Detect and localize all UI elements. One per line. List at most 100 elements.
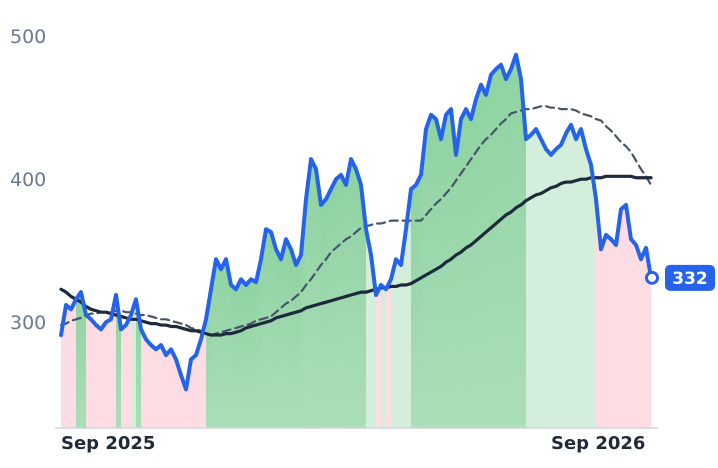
area-segment	[526, 134, 531, 428]
area-segment	[126, 315, 131, 428]
area-segment	[361, 184, 366, 428]
area-segment	[281, 239, 286, 428]
area-segment	[501, 64, 506, 428]
area-segment	[491, 69, 496, 428]
last-point	[645, 270, 659, 285]
area-segment	[646, 247, 651, 428]
area-segment	[451, 109, 456, 429]
series-line	[59, 52, 653, 392]
area-segment	[531, 129, 536, 428]
area-segment	[396, 259, 401, 428]
area-segment	[616, 209, 621, 428]
area-segment	[331, 179, 336, 428]
area-segment	[471, 99, 476, 428]
area-segment	[101, 322, 106, 428]
area-segment	[326, 189, 331, 428]
area-segment	[631, 239, 636, 428]
series-line	[59, 174, 653, 337]
area-segment	[296, 254, 301, 428]
area-segment	[546, 149, 551, 428]
area-segment	[601, 234, 606, 428]
area-segment	[636, 244, 641, 428]
area-segment	[251, 279, 256, 428]
area-segment	[321, 199, 326, 428]
y-tick-label: 500	[10, 26, 46, 48]
area-segment	[376, 285, 381, 428]
area-segment	[496, 64, 501, 428]
area-segment	[201, 319, 206, 428]
area-segment	[341, 174, 346, 428]
area-segment	[401, 229, 406, 428]
area-segment	[371, 254, 376, 428]
area-segment	[611, 239, 616, 428]
area-segment	[576, 129, 581, 428]
area-segment	[541, 139, 546, 428]
series-line	[59, 105, 653, 337]
area-segment	[151, 345, 156, 428]
area-segment	[221, 259, 226, 428]
area-segment	[286, 239, 291, 428]
area-segment	[216, 259, 221, 428]
area-segment	[141, 329, 146, 428]
area-segment	[446, 109, 451, 429]
y-tick-label: 400	[10, 169, 46, 191]
area-segment	[346, 159, 351, 428]
area-segment	[106, 319, 111, 428]
area-segment	[536, 129, 541, 428]
area-segment	[146, 339, 151, 428]
area-segment	[171, 349, 176, 428]
area-segment	[516, 54, 521, 429]
area-segment	[386, 279, 391, 428]
area-segment	[421, 129, 426, 428]
area-segment	[571, 124, 576, 428]
area-segment	[356, 169, 361, 429]
area-segment	[436, 119, 441, 429]
area-segment	[381, 285, 386, 428]
area-segment	[441, 114, 446, 428]
area-segment	[291, 249, 296, 428]
area-segment	[136, 299, 141, 428]
area-segment	[481, 84, 486, 429]
area-segment	[256, 259, 261, 428]
area-segment	[246, 279, 251, 428]
x-tick-label: Sep 2025	[61, 433, 155, 454]
area-segment	[76, 292, 81, 428]
area-segment	[91, 319, 96, 428]
area-segment	[276, 249, 281, 428]
area-segment	[366, 229, 371, 428]
area-segment	[111, 295, 116, 428]
area-segment	[271, 232, 276, 428]
area-segment	[511, 54, 516, 429]
area-segment	[236, 279, 241, 428]
area-segment	[416, 174, 421, 428]
area-segment	[231, 285, 236, 428]
area-segment	[66, 305, 71, 428]
area-segment	[86, 315, 91, 428]
area-segment	[156, 345, 161, 428]
x-tick-label: Sep 2026	[551, 433, 645, 454]
area-segment	[211, 259, 216, 428]
area-segment	[456, 119, 461, 429]
area-segment	[586, 149, 591, 428]
area-segment	[121, 325, 126, 428]
last-value-box	[665, 264, 715, 291]
area-segment	[641, 247, 646, 428]
area-segment	[71, 299, 76, 428]
area-segment	[621, 204, 626, 428]
area-segment	[476, 84, 481, 429]
area-segment	[551, 149, 556, 428]
area-segment	[241, 279, 246, 428]
area-segment	[426, 114, 431, 428]
area-segment	[196, 339, 201, 428]
area-segment	[556, 144, 561, 429]
area-segment	[161, 345, 166, 428]
area-segment	[561, 133, 566, 429]
last-value-label: 332	[672, 269, 708, 289]
area-segment	[406, 189, 411, 428]
area-segment	[581, 129, 586, 428]
area-segment	[391, 259, 396, 428]
area-segment	[591, 164, 596, 428]
area-segment	[411, 184, 416, 428]
